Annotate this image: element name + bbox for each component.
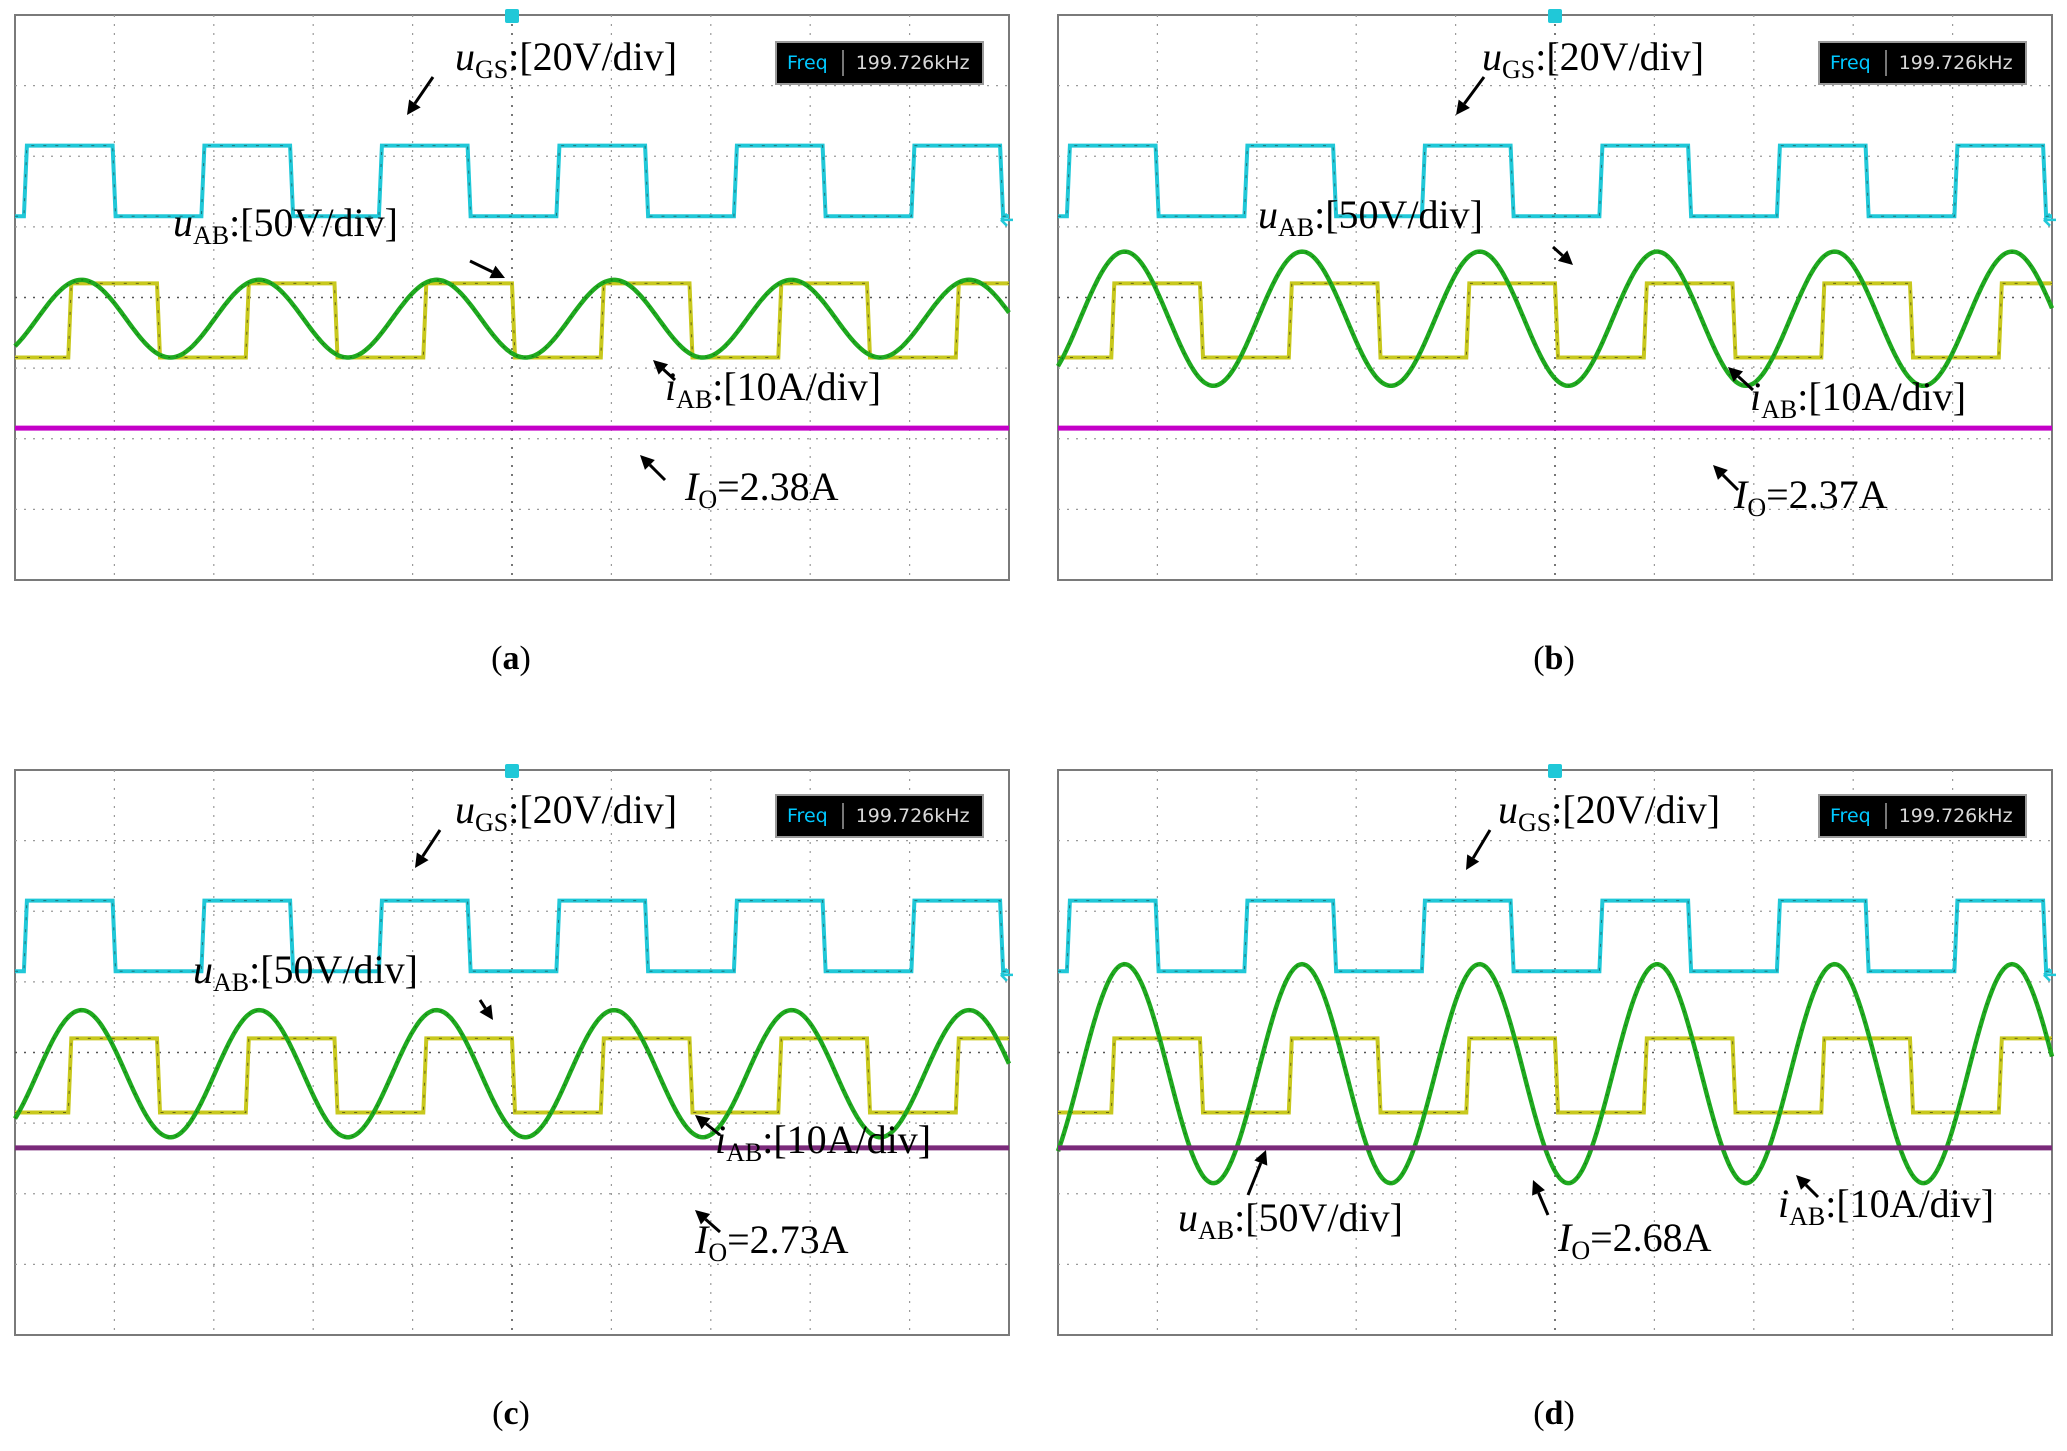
ugs-trace — [15, 143, 1009, 219]
arrowhead-icon — [653, 360, 669, 375]
annotation-arrow — [1737, 375, 1755, 392]
uab-label: uAB:[50V/div] — [193, 947, 418, 997]
annotation-arrow — [1721, 473, 1740, 492]
trigger-marker-icon — [1548, 764, 1562, 778]
annotation-arrow — [478, 999, 487, 1010]
iab-label: iAB:[10A/div] — [715, 1117, 932, 1167]
scope-grid — [15, 770, 1009, 1335]
arrowhead-icon — [695, 1115, 711, 1130]
iab-trace-noise — [1057, 963, 2053, 1184]
scope-b — [1056, 9, 2056, 581]
uab-label: uAB:[50V/div] — [1178, 1195, 1403, 1245]
annotation-arrow — [413, 76, 435, 105]
ugs-trace — [1058, 898, 2052, 974]
arrowhead-icon — [479, 1004, 493, 1020]
arrowhead-icon — [640, 455, 655, 470]
arrowhead-icon — [1557, 250, 1573, 265]
annotation-arrow — [469, 259, 494, 274]
freq-readout: Freq 199.726kHz — [1818, 41, 2027, 85]
scope-c — [13, 764, 1013, 1336]
scope-a — [13, 9, 1013, 581]
arrowhead-icon — [1728, 367, 1744, 382]
annotation-arrow — [1551, 245, 1564, 257]
caption-a: (a) — [491, 640, 531, 677]
arrowhead-icon — [1796, 1175, 1811, 1190]
uab-trace-noise — [1058, 282, 2052, 359]
ugs-trace — [15, 898, 1009, 974]
iab-label: iAB:[10A/div] — [1778, 1181, 1995, 1231]
annotation-arrow — [1463, 76, 1486, 105]
scope-grid — [1058, 15, 2052, 580]
io-label: IO=2.37A — [1734, 472, 1888, 522]
arrowhead-icon — [415, 852, 429, 868]
annotation-arrow — [662, 368, 677, 382]
io-label: IO=2.38A — [685, 464, 839, 514]
arrowhead-icon — [1254, 1150, 1268, 1166]
arrowhead-icon — [1456, 99, 1470, 115]
caption-d: (d) — [1533, 1395, 1575, 1432]
ugs-trace — [1058, 143, 2052, 219]
uab-label: uAB:[50V/div] — [173, 200, 398, 250]
arrowhead-icon — [695, 1210, 711, 1225]
panel-b: Freq 199.726kHz uGS:[20V/div] uAB:[50V/di… — [1056, 9, 2056, 581]
ugs-label: uGS:[20V/div] — [1482, 34, 1705, 84]
ugs-label: uGS:[20V/div] — [1498, 787, 1721, 837]
iab-label: iAB:[10A/div] — [665, 364, 882, 414]
arrowhead-icon — [407, 99, 421, 115]
uab-label: uAB:[50V/div] — [1258, 192, 1483, 242]
scope-grid — [1058, 770, 2052, 1335]
arrowhead-icon — [1713, 465, 1728, 480]
ugs-label: uGS:[20V/div] — [455, 34, 678, 84]
scope-d — [1055, 764, 2056, 1336]
io-label: IO=2.68A — [1558, 1215, 1712, 1265]
io-label: IO=2.73A — [695, 1217, 849, 1267]
freq-readout: Freq 199.726kHz — [775, 794, 984, 838]
trigger-marker-icon — [505, 9, 519, 23]
caption-c: (c) — [492, 1395, 530, 1432]
iab-trace-noise — [14, 1009, 1010, 1138]
freq-readout: Freq 199.726kHz — [1818, 794, 2027, 838]
arrowhead-icon — [1532, 1180, 1545, 1196]
arrowhead-icon — [489, 265, 505, 279]
arrowhead-icon — [1466, 854, 1480, 870]
uab-trace-noise — [1058, 1037, 2052, 1114]
annotation-arrow — [1537, 1192, 1550, 1216]
iab-trace-noise — [1057, 251, 2053, 387]
panel-d: Freq 199.726kHz uGS:[20V/div] uAB:[50V/di… — [1055, 764, 2056, 1336]
scope-grid — [15, 15, 1009, 580]
caption-b: (b) — [1533, 640, 1575, 677]
iab-trace-noise — [14, 279, 1010, 358]
uab-trace-noise — [15, 282, 1009, 359]
trigger-marker-icon — [505, 764, 519, 778]
panel-c: Freq 199.726kHz uGS:[20V/div] uAB:[50V/di… — [13, 764, 1013, 1336]
annotation-arrow — [421, 829, 442, 858]
annotation-arrow — [1804, 1183, 1820, 1199]
panel-a: Freq 199.726kHz uGS:[20V/div] uAB:[50V/di… — [13, 9, 1013, 581]
annotation-arrow — [1471, 829, 1492, 859]
iab-label: iAB:[10A/div] — [1750, 374, 1967, 424]
annotation-arrow — [1246, 1162, 1263, 1196]
freq-readout: Freq 199.726kHz — [775, 41, 984, 85]
ugs-label: uGS:[20V/div] — [455, 787, 678, 837]
trigger-marker-icon — [1548, 9, 1562, 23]
annotation-arrow — [704, 1218, 721, 1234]
annotation-arrow — [704, 1122, 721, 1137]
annotation-arrow — [648, 463, 667, 482]
uab-trace-noise — [15, 1037, 1009, 1114]
